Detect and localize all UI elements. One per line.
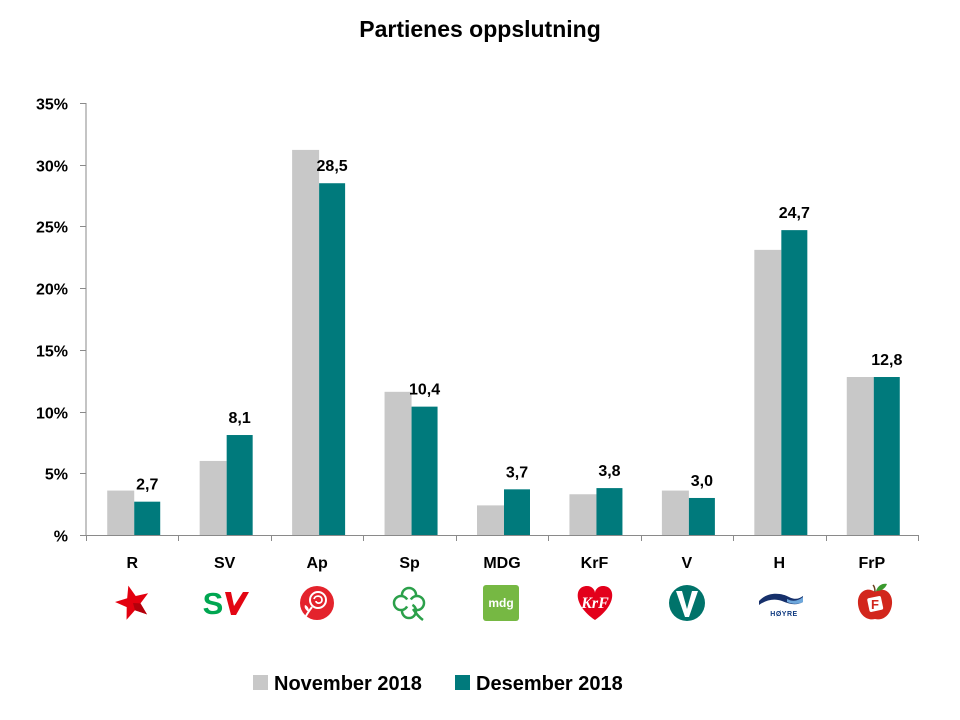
sv-logo-icon: S [203,586,249,621]
sp-clover-icon [392,586,426,622]
rodt-star-icon [115,585,149,620]
bar-desember-2018-sp [411,406,438,535]
y-tick-label: 25% [36,220,68,237]
category-label-sv: SV [214,555,236,572]
category-label-mdg: MDG [483,555,520,572]
bar-desember-2018-h [781,230,808,536]
category-label-krf: KrF [581,555,609,572]
sv-logo-letter: S [203,586,224,621]
bar-november-2018-h [754,249,782,535]
bar-desember-2018-mdg [504,489,530,535]
ap-rose-icon [300,586,334,620]
krf-heart-icon: KrF [577,586,613,620]
bar-desember-2018-frp [873,377,900,535]
data-label-frp: 12,8 [871,352,902,369]
legend-swatch-november [253,675,268,690]
mdg-logo-icon: mdg [483,585,519,621]
mdg-logo-text: mdg [488,596,513,610]
category-label-frp: FrP [858,555,885,572]
frp-apple-icon: F [857,583,893,620]
category-label-sp: Sp [399,555,420,572]
legend: November 2018 Desember 2018 [253,673,623,695]
venstre-logo-icon [669,585,705,621]
data-label-v: 3,0 [691,473,713,490]
bar-desember-2018-ap [319,183,346,535]
frp-logo-letter: F [871,597,879,612]
data-label-r: 2,7 [136,477,158,494]
category-label-ap: Ap [306,555,328,572]
data-label-h: 24,7 [779,205,810,222]
category-label-v: V [682,555,693,572]
logo-row: S mdg [115,583,893,622]
bar-november-2018-krf [569,494,597,535]
bar-november-2018-v [661,490,689,535]
y-tick-label: 15% [36,344,68,361]
legend-label-desember: Desember 2018 [476,673,623,695]
data-label-mdg: 3,7 [506,464,528,481]
bar-november-2018-ap [292,149,320,535]
hoyre-logo-icon: HØYRE [759,593,803,618]
bar-november-2018-r [107,490,135,535]
data-label-krf: 3,8 [598,463,620,480]
bar-november-2018-sv [199,460,227,535]
legend-item-november: November 2018 [253,673,422,695]
category-label-h: H [774,555,786,572]
krf-logo-text: KrF [580,595,609,612]
y-tick-label: 30% [36,159,68,176]
y-tick-label: 10% [36,406,68,423]
plot-area: 35% 30% 25% 20% 15% 10% 5%% R 2,7 SV 8,1 Ap 28,5 Sp 10… [36,97,919,572]
chart-title: Partienes oppslutning [359,16,601,42]
bar-desember-2018-r [134,501,161,535]
legend-item-desember: Desember 2018 [455,673,623,695]
y-tick-label: 35% [36,97,68,114]
bar-november-2018-frp [846,377,874,535]
bar-desember-2018-v [688,497,715,535]
hoyre-logo-text: HØYRE [770,611,797,618]
data-label-ap: 28,5 [317,158,348,175]
bar-desember-2018-krf [596,488,623,535]
bar-desember-2018-sv [226,435,253,535]
data-label-sp: 10,4 [409,382,440,399]
y-tick-label: % [54,529,68,546]
y-tick-label: 5% [45,467,68,484]
legend-swatch-desember [455,675,470,690]
bar-november-2018-mdg [477,505,504,535]
data-label-sv: 8,1 [229,410,251,427]
legend-label-november: November 2018 [274,673,422,695]
y-tick-label: 20% [36,282,68,299]
bar-november-2018-sp [384,391,412,535]
category-label-r: R [126,555,138,572]
